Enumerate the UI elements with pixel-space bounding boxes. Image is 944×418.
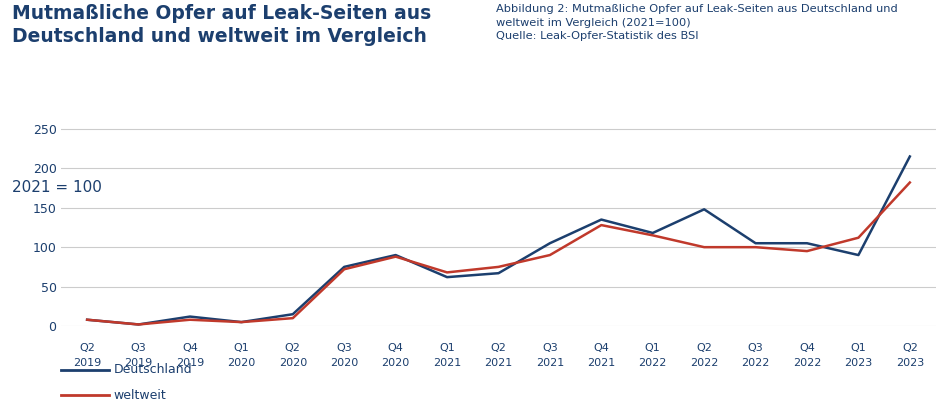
Text: Q4: Q4 bbox=[182, 344, 197, 353]
Text: Q3: Q3 bbox=[747, 344, 763, 353]
Text: 2022: 2022 bbox=[792, 357, 820, 367]
Deutschland bbox=[851, 252, 863, 257]
Deutschland bbox=[493, 271, 504, 276]
Text: Q3: Q3 bbox=[542, 344, 557, 353]
weltweit bbox=[544, 252, 555, 257]
weltweit bbox=[493, 264, 504, 269]
weltweit bbox=[287, 316, 298, 321]
weltweit bbox=[390, 254, 401, 259]
Text: 2022: 2022 bbox=[638, 357, 666, 367]
Deutschland bbox=[647, 230, 658, 235]
weltweit bbox=[698, 245, 709, 250]
Text: Q2: Q2 bbox=[79, 344, 95, 353]
Text: Q3: Q3 bbox=[130, 344, 146, 353]
Deutschland bbox=[338, 264, 349, 269]
Deutschland bbox=[287, 312, 298, 317]
weltweit bbox=[903, 180, 915, 185]
Text: 2022: 2022 bbox=[689, 357, 717, 367]
Text: Deutschland: Deutschland bbox=[113, 363, 192, 377]
Deutschland bbox=[544, 241, 555, 246]
Text: 2021 = 100: 2021 = 100 bbox=[12, 180, 102, 195]
Text: Q1: Q1 bbox=[850, 344, 866, 353]
Text: 2020: 2020 bbox=[381, 357, 410, 367]
Deutschland bbox=[698, 207, 709, 212]
Text: 2019: 2019 bbox=[176, 357, 204, 367]
Deutschland bbox=[750, 241, 761, 246]
Deutschland bbox=[595, 217, 606, 222]
Text: 2019: 2019 bbox=[73, 357, 101, 367]
Text: 2020: 2020 bbox=[227, 357, 255, 367]
weltweit bbox=[133, 322, 144, 327]
Line: Deutschland: Deutschland bbox=[87, 156, 909, 324]
weltweit bbox=[750, 245, 761, 250]
Text: 2020: 2020 bbox=[329, 357, 358, 367]
Text: Q4: Q4 bbox=[799, 344, 814, 353]
Text: Q4: Q4 bbox=[387, 344, 403, 353]
Text: weltweit: weltweit bbox=[113, 388, 166, 402]
weltweit bbox=[595, 222, 606, 227]
Text: 2021: 2021 bbox=[432, 357, 461, 367]
Text: 2023: 2023 bbox=[843, 357, 871, 367]
Deutschland bbox=[81, 317, 93, 322]
weltweit bbox=[801, 249, 812, 254]
Text: Q2: Q2 bbox=[696, 344, 712, 353]
Text: Q2: Q2 bbox=[284, 344, 300, 353]
weltweit bbox=[184, 317, 195, 322]
Text: Q1: Q1 bbox=[439, 344, 454, 353]
weltweit bbox=[851, 235, 863, 240]
Text: Abbildung 2: Mutmaßliche Opfer auf Leak-Seiten aus Deutschland und
weltweit im V: Abbildung 2: Mutmaßliche Opfer auf Leak-… bbox=[496, 4, 897, 41]
Line: weltweit: weltweit bbox=[87, 183, 909, 324]
Deutschland bbox=[184, 314, 195, 319]
Deutschland bbox=[801, 241, 812, 246]
weltweit bbox=[338, 267, 349, 272]
Text: Q1: Q1 bbox=[644, 344, 660, 353]
Deutschland bbox=[903, 154, 915, 159]
Text: 2019: 2019 bbox=[125, 357, 153, 367]
Text: 2021: 2021 bbox=[535, 357, 564, 367]
Text: 2021: 2021 bbox=[586, 357, 615, 367]
Deutschland bbox=[235, 320, 246, 325]
Text: Q3: Q3 bbox=[336, 344, 352, 353]
Text: 2022: 2022 bbox=[741, 357, 769, 367]
Text: Mutmaßliche Opfer auf Leak-Seiten aus
Deutschland und weltweit im Vergleich: Mutmaßliche Opfer auf Leak-Seiten aus De… bbox=[12, 4, 431, 46]
Text: 2023: 2023 bbox=[895, 357, 923, 367]
Text: Q4: Q4 bbox=[593, 344, 609, 353]
Text: Q2: Q2 bbox=[490, 344, 506, 353]
weltweit bbox=[81, 317, 93, 322]
weltweit bbox=[647, 233, 658, 238]
Text: Q1: Q1 bbox=[233, 344, 249, 353]
Text: Q2: Q2 bbox=[901, 344, 917, 353]
weltweit bbox=[441, 270, 452, 275]
Deutschland bbox=[390, 252, 401, 257]
Deutschland bbox=[441, 275, 452, 280]
weltweit bbox=[235, 320, 246, 325]
Text: 2020: 2020 bbox=[278, 357, 307, 367]
Text: 2021: 2021 bbox=[484, 357, 512, 367]
Deutschland bbox=[133, 322, 144, 327]
